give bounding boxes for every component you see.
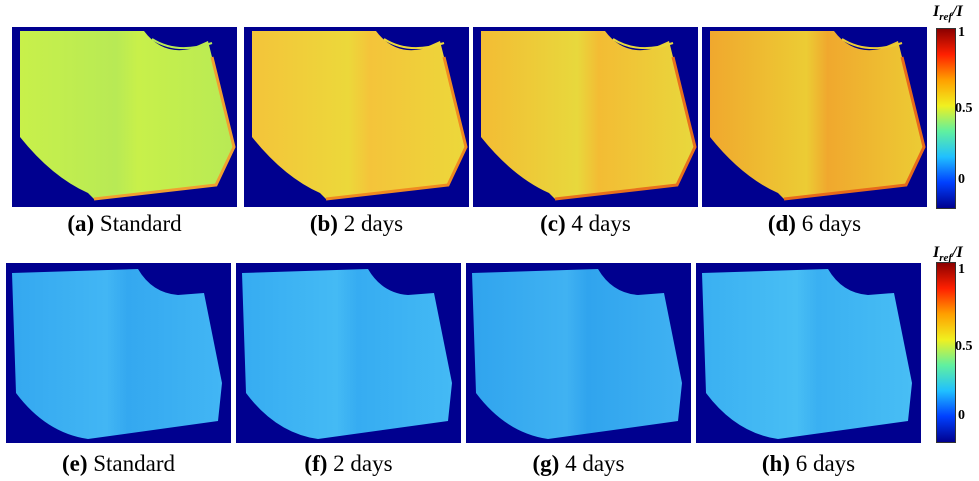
caption-d: (d) 6 days	[767, 211, 862, 236]
caption-b: (b) 2 days	[309, 211, 404, 236]
tick-top-1: 1	[958, 25, 965, 40]
panel-f	[236, 263, 461, 443]
tick-bottom-1: 1	[958, 262, 965, 277]
panel-b	[244, 27, 469, 207]
tick-top-0: 0	[958, 172, 965, 187]
panel-g	[466, 263, 691, 443]
caption-e: (e) Standard	[61, 451, 176, 476]
panel-h	[696, 263, 921, 443]
sample-image	[472, 269, 682, 439]
sample-image	[252, 31, 468, 201]
caption-h: (h) 6 days	[761, 451, 856, 476]
caption-a: (a) Standard	[67, 211, 182, 236]
tick-bottom-05: 0.5	[955, 339, 973, 354]
panel-d	[702, 27, 927, 207]
sample-image	[702, 269, 912, 439]
colorbar-bottom	[936, 262, 956, 443]
caption-c: (c) 4 days	[540, 211, 631, 236]
caption-f: (f) 2 days	[304, 451, 393, 476]
sample-image	[20, 31, 236, 201]
colorbar-top	[936, 28, 956, 209]
sample-image	[242, 269, 452, 439]
tick-top-05: 0.5	[955, 101, 973, 116]
caption-g: (g) 4 days	[532, 451, 625, 476]
panel-e	[6, 263, 231, 443]
colorbar-title-bottom: Iref/I	[933, 244, 963, 265]
tick-bottom-0: 0	[958, 408, 965, 423]
panel-a	[12, 27, 237, 207]
panel-c	[473, 27, 698, 207]
sample-image	[710, 31, 926, 201]
colorbar-title-top: Iref/I	[933, 3, 963, 24]
sample-image	[481, 31, 697, 201]
sample-image	[12, 269, 222, 439]
